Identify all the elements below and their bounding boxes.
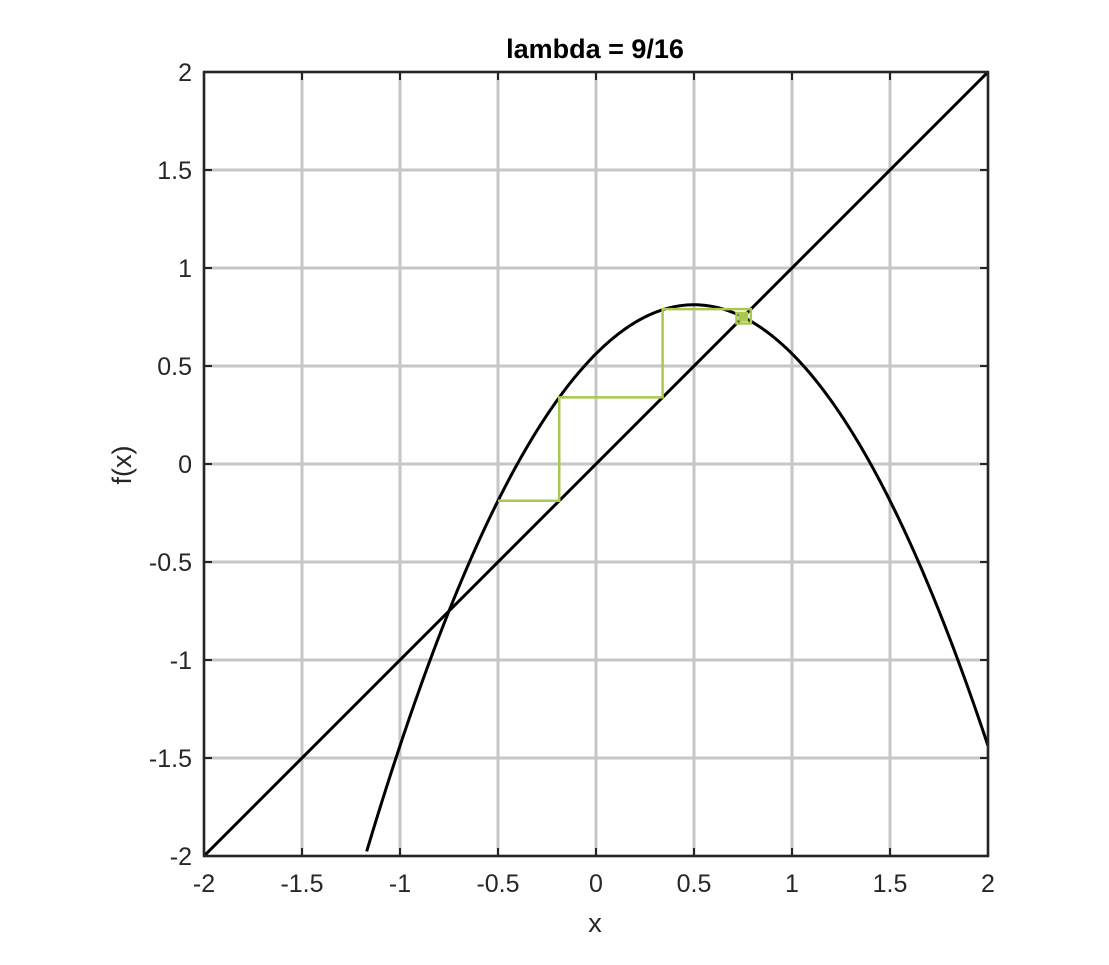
- x-tick-label: 1: [785, 870, 799, 898]
- x-tick-label: 2: [981, 870, 995, 898]
- y-tick-label: -0.5: [149, 549, 192, 577]
- y-tick-label: -1.5: [149, 745, 192, 773]
- y-axis-label: f(x): [107, 446, 137, 485]
- y-tick-label: 0: [178, 451, 192, 479]
- cobweb-path: [498, 307, 753, 502]
- x-tick-label: -0.5: [476, 870, 519, 898]
- x-axis-label: x: [588, 908, 602, 938]
- x-tick-label: 0: [589, 870, 603, 898]
- axes: -2 -1.5 -1 -0.5 0 0.5 1 1.5 2 -2 -1.5 -1 -0.5 0 0.5 1 1.…: [149, 59, 995, 898]
- x-tick-label: 0.5: [677, 870, 712, 898]
- y-tick-label: 1.5: [157, 157, 192, 185]
- x-tick-label: -1: [389, 870, 411, 898]
- identity-line: [204, 72, 988, 856]
- y-tick-label: 2: [178, 59, 192, 87]
- parabola-curve: [365, 303, 988, 852]
- plot-area: [204, 72, 988, 856]
- chart-title: lambda = 9/16: [506, 34, 684, 64]
- y-tick-label: -2: [170, 843, 192, 871]
- x-tick-label: 1.5: [873, 870, 908, 898]
- x-tick-label: -2: [193, 870, 215, 898]
- y-tick-label: 0.5: [157, 353, 192, 381]
- y-tick-label: 1: [178, 255, 192, 283]
- x-tick-label: -1.5: [280, 870, 323, 898]
- y-tick-label: -1: [170, 647, 192, 675]
